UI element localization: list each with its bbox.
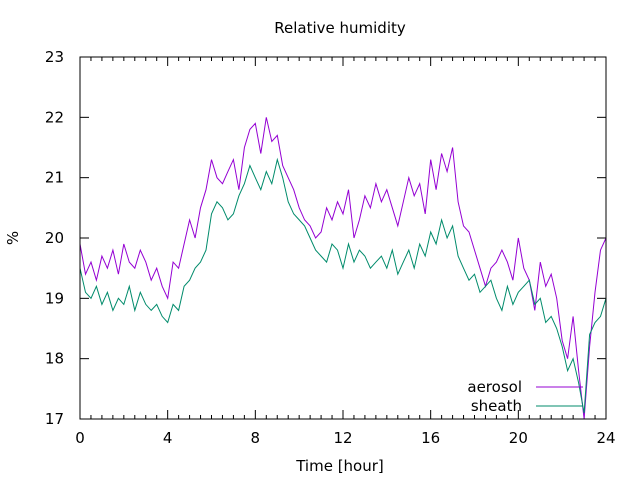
y-tick-label: 23 <box>45 48 64 66</box>
x-tick-label: 0 <box>75 429 85 447</box>
legend-label-sheath: sheath <box>471 397 522 415</box>
x-axis-title: Time [hour] <box>295 457 384 475</box>
x-tick-label: 20 <box>509 429 528 447</box>
chart-title: Relative humidity <box>274 19 406 37</box>
x-tick-label: 24 <box>596 429 615 447</box>
y-tick-label: 19 <box>45 289 64 307</box>
legend: aerosol sheath <box>467 378 583 415</box>
x-tick-label: 16 <box>421 429 440 447</box>
x-tick-label: 8 <box>251 429 261 447</box>
x-tick-label: 12 <box>333 429 352 447</box>
legend-label-aerosol: aerosol <box>467 378 522 396</box>
y-tick-label: 17 <box>45 410 64 428</box>
plot-area <box>79 117 607 420</box>
y-tick-label: 21 <box>45 169 64 187</box>
minor-ticks <box>90 57 596 419</box>
x-axis-ticks: 0 4 8 12 16 20 24 <box>75 57 616 447</box>
x-tick-label: 4 <box>163 429 173 447</box>
y-axis-title: % <box>4 231 22 245</box>
y-axis-ticks: 17 18 19 20 21 22 23 <box>45 48 606 428</box>
series-line-sheath <box>79 157 607 414</box>
plot-frame <box>79 56 607 420</box>
y-tick-label: 20 <box>45 229 64 247</box>
y-tick-label: 22 <box>45 108 64 126</box>
series-line-aerosol <box>79 117 607 420</box>
y-tick-label: 18 <box>45 350 64 368</box>
